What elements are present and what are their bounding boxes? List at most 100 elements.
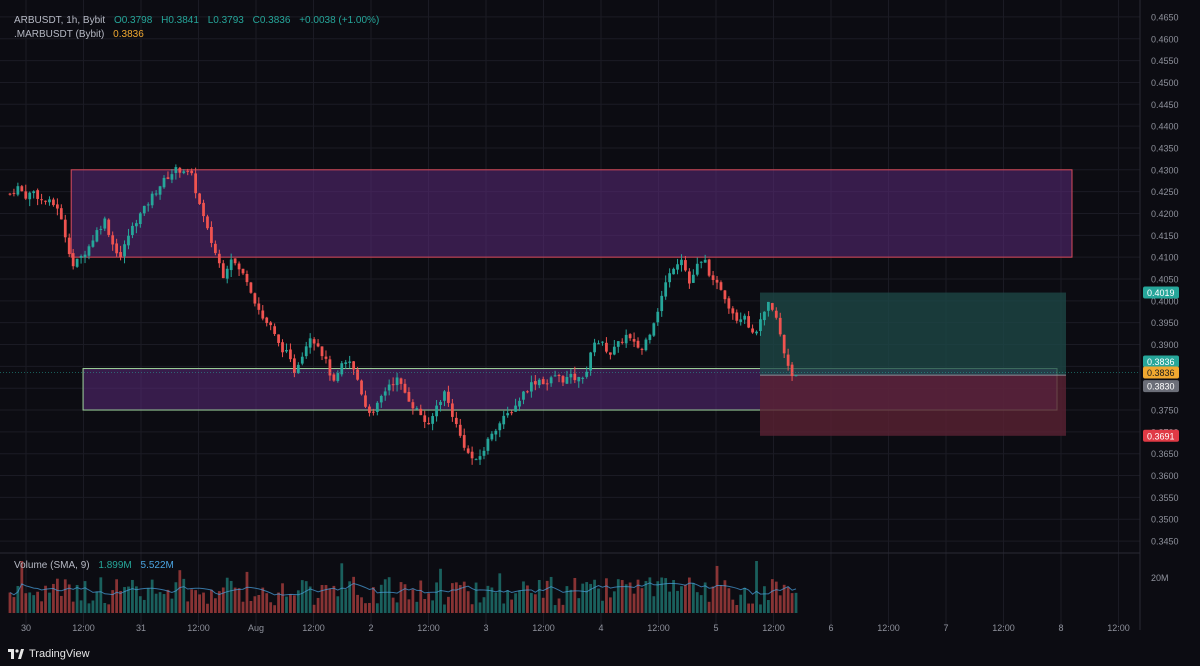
volume-bar bbox=[672, 580, 675, 613]
volume-bar bbox=[123, 587, 126, 613]
volume-bar bbox=[233, 587, 237, 613]
candle-body bbox=[194, 173, 198, 194]
candle-body bbox=[269, 322, 273, 326]
candle-body bbox=[202, 202, 205, 217]
volume-bar bbox=[790, 593, 794, 613]
volume-bar bbox=[620, 580, 624, 613]
candle-body bbox=[91, 240, 95, 247]
volume-bar bbox=[411, 589, 415, 613]
volume-bar bbox=[537, 580, 541, 613]
footer-bar bbox=[0, 642, 1200, 666]
volume-bar bbox=[87, 603, 91, 613]
price-tick-label: 0.4250 bbox=[1151, 187, 1179, 197]
candle-body bbox=[723, 290, 727, 300]
candle-body bbox=[67, 237, 71, 255]
volume-bar bbox=[486, 585, 490, 613]
price-tick-label: 0.3550 bbox=[1151, 493, 1179, 503]
candle-body bbox=[249, 282, 253, 293]
candle-body bbox=[368, 406, 371, 413]
position-tool[interactable] bbox=[760, 292, 1066, 436]
volume-bar bbox=[221, 587, 225, 613]
volume-label[interactable]: Volume (SMA, 9) bbox=[14, 560, 90, 571]
entry-price-tag-label: 0.3830 bbox=[1147, 382, 1175, 392]
symbol-label[interactable]: ARBUSDT, 1h, Bybit bbox=[14, 15, 106, 26]
volume-bar bbox=[387, 577, 391, 613]
candle-body bbox=[533, 381, 537, 385]
volume-bar bbox=[368, 602, 371, 613]
volume-bar bbox=[48, 592, 51, 613]
volume-bar bbox=[691, 583, 695, 613]
candle-body bbox=[549, 377, 553, 384]
volume-bar bbox=[608, 597, 612, 613]
volume-bar bbox=[569, 589, 573, 613]
time-axis[interactable]: 30 12:00 31 12:00 Aug 12:00 2 12:00 3 12:00 4 12:00… bbox=[21, 623, 1130, 633]
price-tick-label: 0.4000 bbox=[1151, 296, 1179, 306]
candle-body bbox=[632, 339, 636, 342]
tradingview-brand[interactable]: TradingView bbox=[8, 648, 90, 660]
volume-bar bbox=[735, 604, 739, 613]
volume-bar bbox=[265, 593, 269, 613]
legend-mark[interactable]: .MARBUSDT (Bybit) 0.3836 bbox=[14, 29, 150, 40]
volume-legend[interactable]: Volume (SMA, 9) 1.899M 5.522M bbox=[14, 560, 180, 571]
mark-symbol-label[interactable]: .MARBUSDT (Bybit) bbox=[14, 29, 105, 40]
volume-bar bbox=[435, 582, 438, 613]
volume-bar bbox=[273, 605, 277, 613]
candle-body bbox=[616, 341, 620, 347]
candle-body bbox=[324, 356, 328, 359]
volume-bar bbox=[8, 592, 12, 613]
time-tick-label: 7 bbox=[943, 623, 948, 633]
volume-bar bbox=[336, 596, 340, 613]
volume-bar bbox=[470, 604, 474, 613]
candle-body bbox=[312, 339, 316, 344]
candle-body bbox=[387, 384, 391, 391]
candle-body bbox=[747, 316, 751, 328]
volume-bar bbox=[281, 583, 284, 613]
candle-body bbox=[545, 383, 549, 385]
candle-body bbox=[158, 186, 162, 195]
volume-bar bbox=[450, 583, 454, 613]
price-tick-label: 0.3950 bbox=[1151, 318, 1179, 328]
candle-body bbox=[581, 377, 585, 379]
candle-body bbox=[221, 263, 225, 279]
volume-bar bbox=[190, 589, 194, 613]
volume-bar bbox=[612, 591, 616, 613]
volume-bar bbox=[107, 604, 111, 613]
volume-bar bbox=[356, 594, 359, 613]
candle-body bbox=[739, 319, 743, 322]
candle-body bbox=[40, 199, 43, 201]
candle-body bbox=[478, 456, 482, 460]
volume-bar bbox=[28, 592, 32, 613]
volume-bar bbox=[36, 591, 40, 613]
time-tick-label: 12:00 bbox=[72, 623, 95, 633]
volume-bar bbox=[360, 597, 363, 613]
price-tick-label: 0.3750 bbox=[1151, 406, 1179, 416]
price-chart[interactable]: 0.4650 0.4600 0.4550 0.4500 0.4450 0.4400 0.43… bbox=[0, 0, 1200, 642]
candle-body bbox=[391, 384, 395, 386]
volume-bar bbox=[371, 587, 375, 613]
candle-body bbox=[63, 219, 67, 238]
volume-bar bbox=[308, 586, 312, 613]
volume-bar bbox=[565, 586, 569, 613]
candle-body bbox=[166, 177, 170, 179]
candle-body bbox=[715, 279, 719, 283]
volume-bar bbox=[79, 600, 83, 613]
volume-bar bbox=[12, 597, 16, 613]
volume-bar bbox=[115, 579, 119, 613]
volume-bar bbox=[502, 603, 506, 613]
volume-bar bbox=[541, 597, 545, 613]
volume-bar bbox=[16, 585, 20, 613]
candle-body bbox=[526, 391, 529, 393]
volume-bar bbox=[585, 582, 589, 613]
price-tick-label: 0.4200 bbox=[1151, 209, 1179, 219]
price-tick-label: 0.4650 bbox=[1151, 12, 1179, 22]
volume-bar bbox=[462, 581, 466, 613]
price-tick-label: 0.4050 bbox=[1151, 275, 1179, 285]
time-tick-label: 12:00 bbox=[647, 623, 670, 633]
legend-main[interactable]: ARBUSDT, 1h, Bybit O0.3798 H0.3841 L0.37… bbox=[14, 15, 385, 26]
volume-bar bbox=[138, 596, 142, 613]
volume-bar bbox=[249, 600, 253, 613]
candle-body bbox=[719, 282, 723, 290]
candle-body bbox=[494, 430, 498, 435]
volume-bar bbox=[83, 581, 87, 613]
